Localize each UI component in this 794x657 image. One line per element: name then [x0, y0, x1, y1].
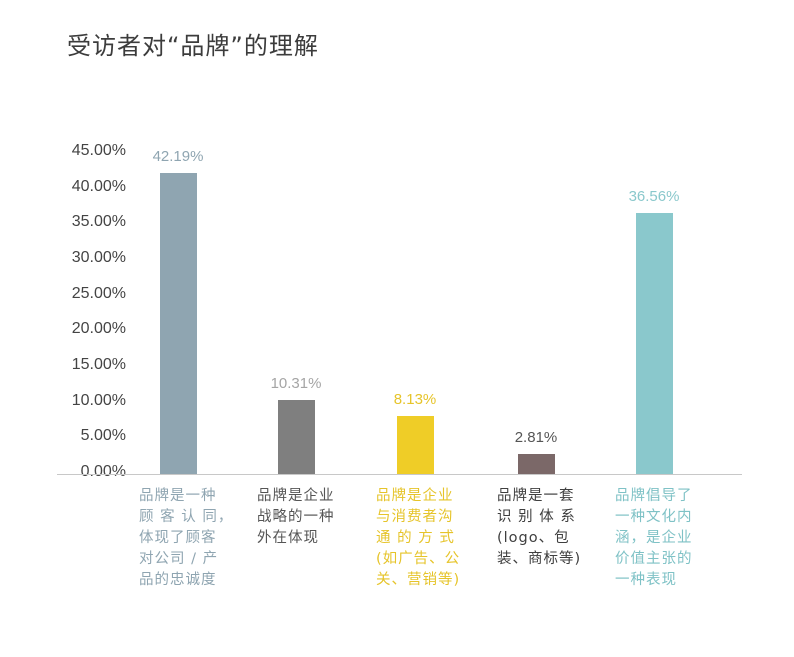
y-tick-label: 35.00%	[71, 213, 126, 231]
category-label-line: 涵，是企业	[615, 530, 693, 546]
category-label: 品牌是企业与消费者沟通 的 方 式 (如广告、公 关、营销等)	[376, 486, 472, 591]
category-label-line: 品牌是一种	[139, 488, 217, 504]
category-label-line: (logo、包	[497, 530, 570, 546]
bar	[160, 173, 197, 474]
category-label-line: 识 别 体 系	[497, 509, 576, 525]
category-label-line: 品牌是企业	[257, 488, 335, 504]
chart-title: 受访者对“品牌”的理解	[67, 32, 319, 60]
category-label: 品牌是一套识 别 体 系 (logo、包 装、商标等)	[497, 486, 593, 570]
bar-value-label: 8.13%	[393, 391, 437, 409]
category-label-line: 对公司 / 产	[139, 551, 219, 567]
category-label-line: 一种文化内	[615, 509, 693, 525]
bar	[278, 400, 315, 474]
category-label-line: 品牌是一套	[497, 488, 575, 504]
category-label: 品牌倡导了一种文化内涵，是企业价值主张的一种表现	[615, 486, 711, 591]
category-label-line: 价值主张的	[615, 551, 693, 567]
category-label-line: 品的忠诚度	[139, 572, 217, 588]
category-label-line: 品牌是企业	[376, 488, 454, 504]
category-label-line: 一种表现	[615, 572, 677, 588]
bar	[397, 416, 434, 474]
y-tick-label: 10.00%	[71, 391, 126, 409]
bar	[636, 213, 673, 474]
category-label-line: 通 的 方 式	[376, 530, 455, 546]
bar-value-label: 10.31%	[270, 375, 322, 393]
bar-value-label: 42.19%	[152, 148, 204, 166]
category-label-line: 装、商标等)	[497, 551, 582, 567]
category-label-line: 与消费者沟	[376, 509, 454, 525]
category-label-line: 外在体现	[257, 530, 319, 546]
category-label-line: 关、营销等)	[376, 572, 461, 588]
y-tick-label: 15.00%	[71, 356, 126, 374]
bar-value-label: 36.56%	[628, 188, 680, 206]
category-label-line: 顾 客 认 同，	[139, 509, 234, 525]
category-label-line: (如广告、公	[376, 551, 461, 567]
y-tick-label: 45.00%	[71, 142, 126, 160]
y-tick-label: 25.00%	[71, 284, 126, 302]
bar	[518, 453, 555, 474]
y-tick-label: 0.00%	[80, 463, 126, 480]
category-label-line: 体现了顾客	[139, 530, 217, 546]
category-label: 品牌是企业战略的一种外在体现	[257, 486, 353, 549]
bar-value-label: 2.81%	[514, 428, 558, 446]
y-tick-label: 20.00%	[71, 320, 126, 338]
category-label-line: 品牌倡导了	[615, 488, 693, 504]
y-tick-label: 30.00%	[71, 249, 126, 267]
category-label: 品牌是一种顾 客 认 同， 体现了顾客对公司 / 产品的忠诚度	[139, 486, 235, 591]
x-axis-line	[57, 474, 742, 475]
y-tick-label: 40.00%	[71, 177, 126, 195]
y-tick-label: 5.00%	[80, 427, 126, 445]
category-label-line: 战略的一种	[257, 509, 335, 525]
